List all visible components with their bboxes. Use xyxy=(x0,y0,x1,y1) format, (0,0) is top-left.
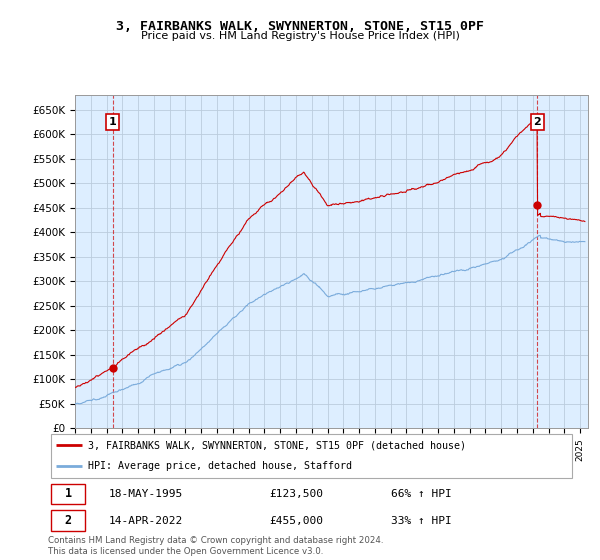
Text: 3, FAIRBANKS WALK, SWYNNERTON, STONE, ST15 0PF: 3, FAIRBANKS WALK, SWYNNERTON, STONE, ST… xyxy=(116,20,484,32)
Text: 18-MAY-1995: 18-MAY-1995 xyxy=(109,489,183,499)
FancyBboxPatch shape xyxy=(50,511,85,531)
Text: 14-APR-2022: 14-APR-2022 xyxy=(109,516,183,526)
Text: 1: 1 xyxy=(65,487,71,501)
Text: Price paid vs. HM Land Registry's House Price Index (HPI): Price paid vs. HM Land Registry's House … xyxy=(140,31,460,41)
Text: 3, FAIRBANKS WALK, SWYNNERTON, STONE, ST15 0PF (detached house): 3, FAIRBANKS WALK, SWYNNERTON, STONE, ST… xyxy=(88,440,466,450)
Text: 2: 2 xyxy=(65,514,71,528)
FancyBboxPatch shape xyxy=(50,434,572,478)
Text: 66% ↑ HPI: 66% ↑ HPI xyxy=(391,489,452,499)
Text: £455,000: £455,000 xyxy=(270,516,324,526)
Text: £123,500: £123,500 xyxy=(270,489,324,499)
Text: Contains HM Land Registry data © Crown copyright and database right 2024.
This d: Contains HM Land Registry data © Crown c… xyxy=(48,536,383,556)
FancyBboxPatch shape xyxy=(50,484,85,504)
Text: 1: 1 xyxy=(109,117,116,127)
Text: HPI: Average price, detached house, Stafford: HPI: Average price, detached house, Staf… xyxy=(88,461,352,472)
Text: 33% ↑ HPI: 33% ↑ HPI xyxy=(391,516,452,526)
Text: 2: 2 xyxy=(533,117,541,127)
